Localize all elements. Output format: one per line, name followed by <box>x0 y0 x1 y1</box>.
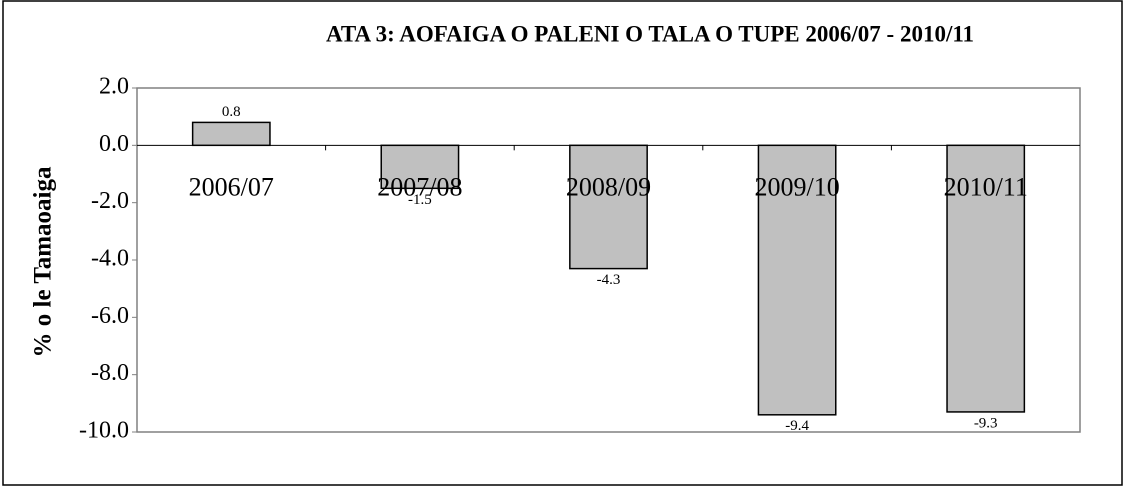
bar <box>380 144 460 190</box>
y-tick-label: -2.0 <box>91 188 129 214</box>
x-tick-label: 2010/11 <box>944 172 1028 201</box>
data-label: -9.3 <box>974 415 998 431</box>
x-tick-label: 2006/07 <box>189 172 274 201</box>
bar <box>191 121 271 147</box>
data-label: 0.8 <box>222 104 241 120</box>
bar <box>757 144 837 416</box>
y-tick-label: 2.0 <box>99 74 129 100</box>
data-label: -4.3 <box>597 272 621 288</box>
y-tick-label: -6.0 <box>91 303 129 329</box>
x-tick-label: 2009/10 <box>754 172 839 201</box>
x-tick-label: 2008/09 <box>566 172 651 201</box>
bar <box>569 144 648 270</box>
chart-title: ATA 3: AOFAIGA O PALENI O TALA O TUPE 20… <box>326 21 974 46</box>
data-label: -1.5 <box>408 192 432 208</box>
bar <box>946 144 1026 413</box>
y-tick-label: -10.0 <box>79 418 129 444</box>
x-tick-label: 2007/08 <box>377 172 462 201</box>
data-label: -9.4 <box>785 418 809 434</box>
y-tick-label: -8.0 <box>91 360 129 386</box>
y-axis-label: % o le Tamaoaiga <box>30 166 57 357</box>
y-tick-label: -4.0 <box>91 246 129 272</box>
y-tick-label: 0.0 <box>99 131 129 157</box>
